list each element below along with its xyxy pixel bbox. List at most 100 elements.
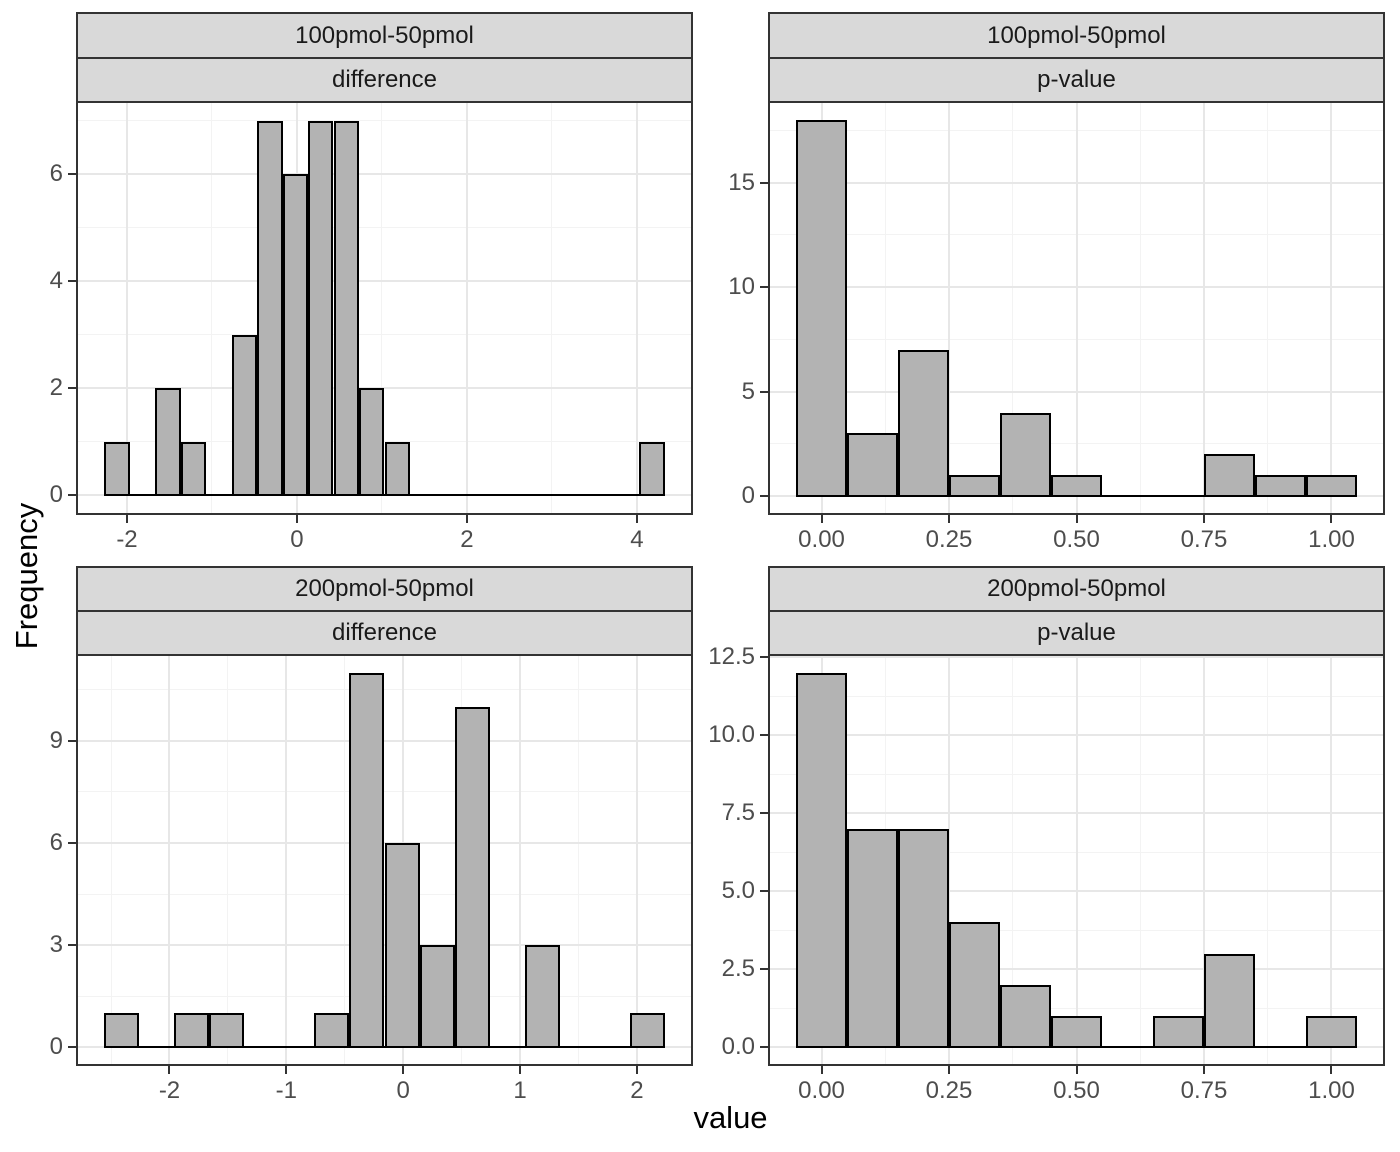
x-tick-label: -2 xyxy=(158,1077,181,1104)
y-tick-mark xyxy=(760,812,768,815)
gridline-minor-h xyxy=(76,334,693,336)
y-tick-mark xyxy=(760,734,768,737)
histogram-bar xyxy=(1203,953,1255,1049)
y-tick-mark xyxy=(760,181,768,184)
gridline-minor-v xyxy=(1267,101,1269,515)
facet-strip-bottom-label: p-value xyxy=(1037,619,1116,646)
gridline-minor-v xyxy=(1267,654,1269,1066)
y-tick-mark xyxy=(68,494,76,497)
histogram-bar xyxy=(898,349,949,498)
facet-strip-bottom-label: difference xyxy=(332,66,437,93)
gridline-major-v xyxy=(635,654,638,1066)
facet-strip-top-label: 200pmol-50pmol xyxy=(295,575,474,602)
y-tick-mark xyxy=(68,841,76,844)
histogram-bar xyxy=(1152,1016,1204,1049)
histogram-bar xyxy=(349,672,385,1049)
gridline-major-v xyxy=(519,654,522,1066)
y-tick-mark xyxy=(68,1046,76,1049)
x-tick-mark xyxy=(1075,515,1078,523)
gridline-minor-v xyxy=(211,101,213,515)
y-tick-label: 10.0 xyxy=(708,721,755,749)
gridline-minor-h xyxy=(76,227,693,229)
gridline-major-h xyxy=(76,280,693,283)
x-tick-label: 0.25 xyxy=(925,1077,973,1104)
facet-strip-top-bottom-right: 200pmol-50pmol xyxy=(768,566,1385,612)
gridline-major-v xyxy=(1202,654,1205,1066)
gridline-major-v xyxy=(1330,654,1333,1066)
gridline-minor-h xyxy=(76,791,693,793)
x-tick-label: 2 xyxy=(460,526,474,553)
x-tick-label: 0 xyxy=(290,526,304,553)
x-tick-label: 0.00 xyxy=(798,526,845,553)
y-tick-mark xyxy=(68,173,76,176)
histogram-bar xyxy=(524,945,560,1049)
y-tick-mark xyxy=(68,387,76,390)
histogram-bar xyxy=(1000,412,1051,498)
histogram-bar xyxy=(174,1013,210,1049)
plot-panel-top-right xyxy=(768,101,1385,515)
facet-strip-top-top-left: 100pmol-50pmol xyxy=(76,12,693,59)
x-tick-mark xyxy=(168,1066,171,1074)
x-tick-mark xyxy=(295,515,298,523)
y-tick-label: 5.0 xyxy=(721,877,755,905)
histogram-bar xyxy=(1051,1016,1102,1049)
histogram-bar xyxy=(949,922,1000,1049)
y-tick-label: 0 xyxy=(49,481,63,509)
y-tick-label: 0.0 xyxy=(721,1033,755,1061)
facet-strip-top-label: 100pmol-50pmol xyxy=(987,21,1166,49)
gridline-minor-v xyxy=(551,101,553,515)
histogram-bar xyxy=(231,334,257,497)
gridline-major-h xyxy=(76,173,693,176)
gridline-major-v xyxy=(168,654,171,1066)
histogram-bar xyxy=(104,1013,140,1049)
gridline-minor-v xyxy=(1139,654,1141,1066)
gridline-minor-h xyxy=(76,120,693,122)
y-tick-mark xyxy=(760,656,768,659)
y-tick-label: 4 xyxy=(49,267,63,295)
y-tick-mark xyxy=(68,944,76,947)
x-tick-label: 1.00 xyxy=(1308,1077,1355,1104)
histogram-bar xyxy=(384,441,410,497)
y-tick-mark xyxy=(760,968,768,971)
facet-strip-top-bottom-left: 200pmol-50pmol xyxy=(76,566,693,612)
facet-strip-bottom-label: difference xyxy=(332,619,437,646)
x-tick-mark xyxy=(1075,1066,1078,1074)
histogram-bar xyxy=(898,828,949,1049)
histogram-bar xyxy=(1051,475,1102,498)
y-tick-mark xyxy=(760,1046,768,1049)
histogram-bar xyxy=(257,120,283,497)
x-tick-mark xyxy=(820,515,823,523)
histogram-bar xyxy=(847,433,899,498)
gridline-minor-v xyxy=(227,654,229,1066)
x-tick-mark xyxy=(635,515,638,523)
y-tick-label: 7.5 xyxy=(721,799,755,827)
histogram-bar xyxy=(1254,475,1306,498)
histogram-bar xyxy=(796,672,848,1049)
gridline-minor-v xyxy=(110,654,112,1066)
gridline-major-h xyxy=(76,387,693,390)
x-tick-mark xyxy=(465,515,468,523)
histogram-bar xyxy=(1203,454,1255,498)
histogram-bar xyxy=(384,842,420,1049)
x-tick-label: 0.50 xyxy=(1053,1077,1100,1104)
histogram-bar xyxy=(796,119,848,498)
gridline-major-v xyxy=(465,101,468,515)
y-tick-label: 2.5 xyxy=(721,955,755,983)
x-tick-mark xyxy=(948,515,951,523)
x-tick-mark xyxy=(1330,515,1333,523)
x-tick-mark xyxy=(1330,1066,1333,1074)
gridline-minor-v xyxy=(344,654,346,1066)
gridline-major-h xyxy=(76,739,693,742)
gridline-major-v xyxy=(1075,654,1078,1066)
gridline-minor-v xyxy=(1012,101,1014,515)
y-tick-label: 0 xyxy=(49,1033,63,1061)
x-tick-mark xyxy=(1202,1066,1205,1074)
histogram-bar xyxy=(629,1013,665,1049)
facet-strip-top-label: 200pmol-50pmol xyxy=(987,575,1166,602)
gridline-minor-v xyxy=(577,654,579,1066)
histogram-bar xyxy=(104,441,130,497)
y-axis-title: Frequency xyxy=(9,502,44,650)
facet-strip-top-top-right: 100pmol-50pmol xyxy=(768,12,1385,59)
x-tick-label: 1.00 xyxy=(1308,526,1355,553)
